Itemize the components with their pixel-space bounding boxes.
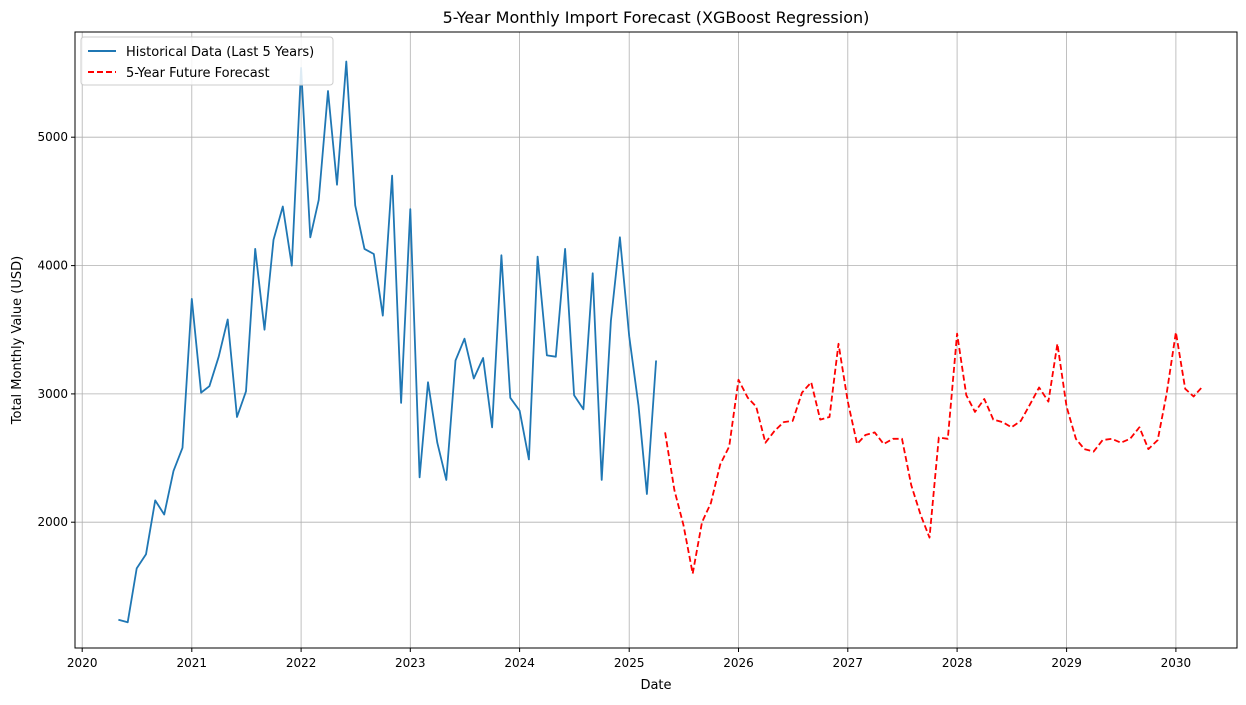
y-tick-label: 3000	[37, 387, 68, 401]
legend: Historical Data (Last 5 Years) 5-Year Fu…	[80, 36, 334, 86]
series-layer	[118, 60, 1204, 624]
x-tick-label: 2026	[723, 656, 754, 670]
series-line-historical	[118, 60, 657, 624]
y-tick-label: 2000	[37, 515, 68, 529]
x-tick-label: 2025	[614, 656, 645, 670]
x-axis-ticks: 2020 2021 2022 2023 2024 2025 2026 2027 2028 2029…	[67, 648, 1191, 670]
legend-label-forecast: 5-Year Future Forecast	[126, 66, 270, 81]
legend-box	[80, 36, 334, 86]
x-tick-label: 2024	[504, 656, 535, 670]
x-tick-label: 2029	[1051, 656, 1082, 670]
chart-title: 5-Year Monthly Import Forecast (XGBoost …	[443, 8, 870, 27]
y-tick-label: 5000	[37, 130, 68, 144]
legend-label-historical: Historical Data (Last 5 Years)	[126, 45, 314, 60]
grid-lines	[75, 32, 1237, 648]
x-tick-label: 2023	[395, 656, 426, 670]
y-axis-ticks: 2000 3000 4000 5000	[37, 130, 75, 529]
y-tick-label: 4000	[37, 259, 68, 273]
plot-frame	[74, 31, 1238, 649]
y-axis-label: Total Monthly Value (USD)	[10, 256, 25, 425]
series-line-forecast	[664, 331, 1204, 575]
x-tick-label: 2027	[833, 656, 864, 670]
x-tick-label: 2020	[67, 656, 98, 670]
x-tick-label: 2022	[286, 656, 317, 670]
x-tick-label: 2028	[942, 656, 973, 670]
x-tick-label: 2030	[1161, 656, 1192, 670]
x-axis-label: Date	[640, 678, 671, 693]
x-tick-label: 2021	[177, 656, 208, 670]
